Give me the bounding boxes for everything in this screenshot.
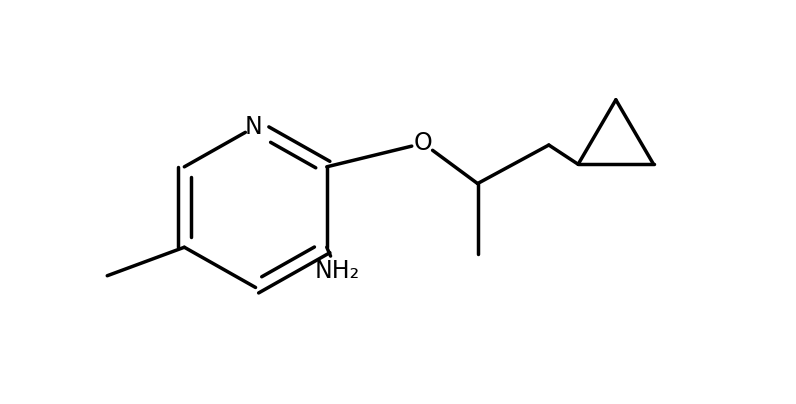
Text: NH₂: NH₂ [314,259,360,283]
Text: O: O [414,131,432,156]
Text: N: N [245,115,263,139]
